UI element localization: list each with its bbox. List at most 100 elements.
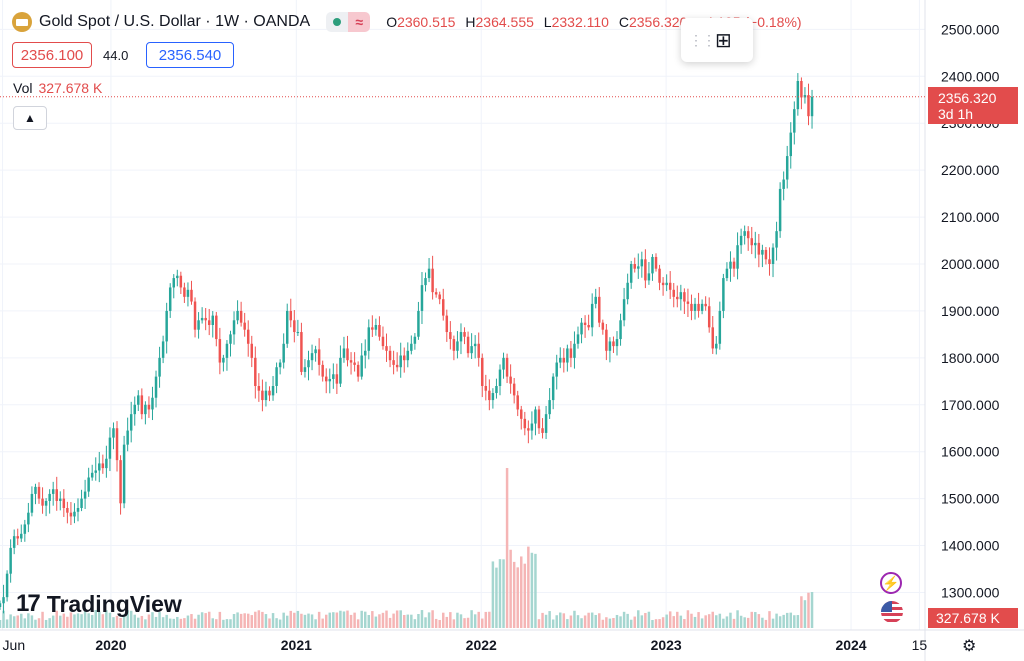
candle bbox=[324, 368, 328, 394]
volume-bar bbox=[154, 616, 158, 628]
sell-button[interactable]: 2356.100 bbox=[12, 42, 92, 68]
volume-bar bbox=[98, 611, 101, 628]
volume-bar bbox=[495, 567, 498, 628]
market-open-dot-icon[interactable] bbox=[326, 12, 349, 32]
collapse-legend-button[interactable]: ▲ bbox=[13, 106, 47, 130]
volume-bar bbox=[452, 619, 456, 628]
volume-bar bbox=[693, 616, 697, 628]
candle bbox=[332, 363, 335, 389]
candle bbox=[406, 342, 410, 368]
candle bbox=[197, 312, 200, 339]
candle bbox=[764, 247, 768, 265]
candle bbox=[378, 316, 381, 341]
candle-body bbox=[495, 386, 498, 394]
candle-body bbox=[254, 357, 257, 386]
candle-body bbox=[310, 353, 314, 361]
candle bbox=[442, 288, 445, 321]
candle-body bbox=[559, 357, 562, 363]
candle-body bbox=[771, 247, 775, 264]
candle-body bbox=[59, 498, 62, 501]
candle bbox=[612, 336, 615, 353]
buy-button[interactable]: 2356.540 bbox=[146, 42, 234, 68]
candle-body bbox=[768, 259, 771, 264]
volume-bar bbox=[743, 617, 746, 628]
candle bbox=[172, 274, 175, 299]
candle-body bbox=[388, 350, 392, 361]
candle bbox=[278, 359, 282, 375]
volume-bar bbox=[278, 619, 282, 628]
volume-bar bbox=[541, 612, 544, 628]
volume-bar bbox=[718, 613, 722, 628]
volume-bar bbox=[2, 610, 5, 628]
gear-icon[interactable]: ⚙ bbox=[962, 638, 977, 655]
candle bbox=[303, 359, 307, 378]
volume-bar bbox=[622, 611, 626, 628]
volume-bar bbox=[94, 610, 97, 628]
floating-toolbar[interactable]: ⋮⋮ ⊞ bbox=[681, 18, 753, 62]
candle-body bbox=[335, 374, 339, 384]
add-widget-icon[interactable]: ⊞ bbox=[715, 29, 732, 52]
candle bbox=[16, 528, 19, 546]
volume-bar bbox=[644, 612, 647, 628]
candle-body bbox=[459, 332, 463, 342]
volume-bar bbox=[289, 610, 293, 628]
lightning-icon[interactable]: ⚡ bbox=[880, 572, 902, 594]
market-status-pill[interactable]: ≈ bbox=[326, 12, 371, 32]
candle-body bbox=[300, 332, 303, 372]
candle-body bbox=[640, 259, 644, 267]
candle bbox=[392, 350, 395, 375]
volume-value: 327.678 K bbox=[38, 80, 103, 96]
candle bbox=[101, 454, 105, 474]
candle-body bbox=[516, 395, 519, 410]
volume-bar bbox=[101, 614, 105, 628]
volume-bar bbox=[754, 612, 757, 628]
candle-body bbox=[711, 327, 714, 349]
ohlc-open-value: 2360.515 bbox=[397, 14, 456, 30]
volume-bar bbox=[502, 559, 505, 628]
candle-body bbox=[665, 282, 668, 286]
candle-body bbox=[583, 322, 587, 325]
us-flag-icon[interactable] bbox=[881, 601, 903, 623]
candle-body bbox=[672, 289, 675, 297]
volume-bar bbox=[275, 618, 278, 628]
volume-legend: Vol 327.678 K bbox=[13, 80, 102, 96]
volume-bar bbox=[243, 613, 246, 628]
candle-body bbox=[697, 303, 700, 311]
candle-body bbox=[222, 357, 225, 363]
candle-body bbox=[324, 376, 328, 382]
candle-body bbox=[466, 336, 470, 354]
candle bbox=[34, 483, 37, 505]
candle bbox=[746, 226, 750, 251]
volume-bar bbox=[34, 619, 37, 628]
symbol-title[interactable]: Gold Spot / U.S. Dollar · 1W · OANDA bbox=[39, 13, 311, 30]
volume-bar bbox=[420, 610, 424, 628]
candle bbox=[481, 353, 484, 398]
wave-icon[interactable]: ≈ bbox=[348, 12, 371, 32]
candle-body bbox=[151, 397, 154, 410]
candle-body bbox=[264, 390, 268, 401]
candle-body bbox=[587, 325, 590, 328]
candle bbox=[367, 319, 371, 360]
volume-bar bbox=[704, 615, 707, 628]
volume-bar bbox=[190, 614, 193, 628]
drag-handle-icon[interactable]: ⋮⋮ bbox=[689, 31, 716, 48]
volume-bar bbox=[711, 611, 714, 628]
volume-bar bbox=[583, 615, 587, 628]
candle-body bbox=[722, 278, 725, 311]
candle bbox=[232, 311, 236, 345]
candle-body bbox=[442, 299, 445, 316]
candle bbox=[335, 363, 339, 395]
volume-bar bbox=[434, 618, 438, 628]
volume-bar bbox=[204, 613, 207, 628]
candle bbox=[80, 489, 83, 512]
y-tick-label: 2000.000 bbox=[941, 256, 1000, 272]
tradingview-logo[interactable]: 17 TradingView bbox=[16, 590, 182, 618]
volume-bar bbox=[147, 614, 151, 628]
candle bbox=[44, 498, 48, 517]
candle-body bbox=[491, 393, 495, 401]
volume-bar bbox=[339, 610, 342, 628]
y-tick-label: 2500.000 bbox=[941, 21, 1000, 37]
volume-bar bbox=[484, 611, 488, 628]
